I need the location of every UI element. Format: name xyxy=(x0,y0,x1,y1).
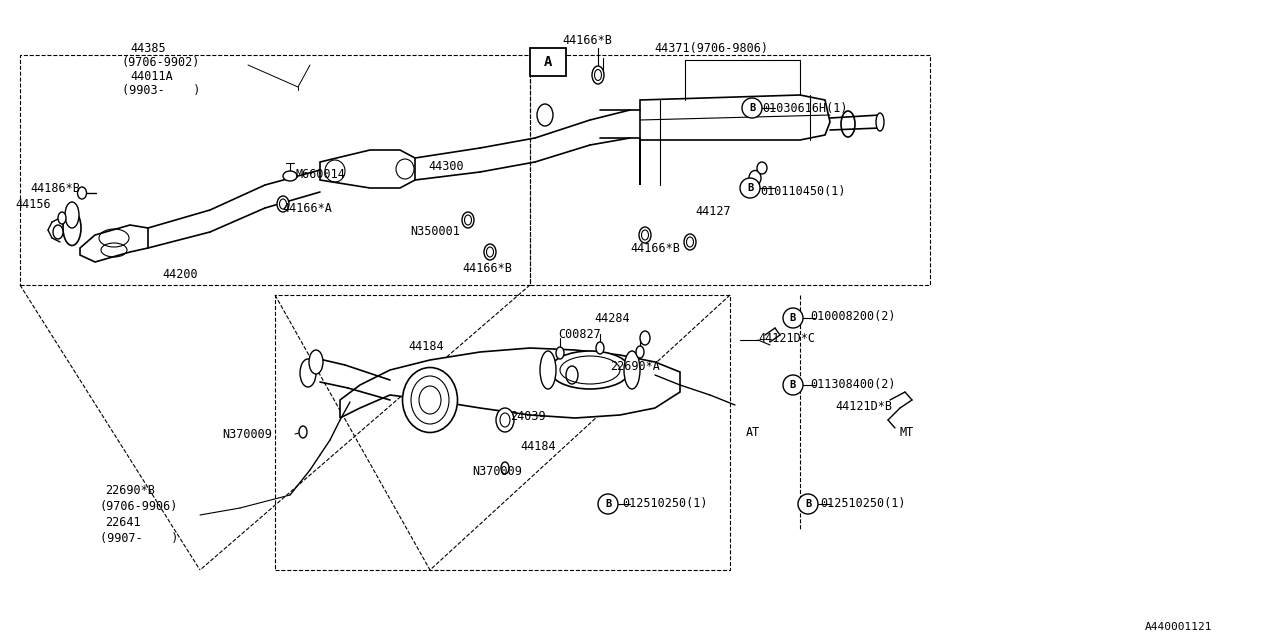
Text: N370009: N370009 xyxy=(221,428,271,441)
Ellipse shape xyxy=(300,359,316,387)
Text: A: A xyxy=(544,55,552,69)
FancyBboxPatch shape xyxy=(530,48,566,76)
Text: 44186*B: 44186*B xyxy=(29,182,79,195)
Text: 22641: 22641 xyxy=(105,516,141,529)
Text: (9903-    ): (9903- ) xyxy=(122,84,201,97)
Text: 012510250(1): 012510250(1) xyxy=(820,497,905,510)
Circle shape xyxy=(598,494,618,514)
Ellipse shape xyxy=(591,66,604,84)
Circle shape xyxy=(783,375,803,395)
Text: N370009: N370009 xyxy=(472,465,522,478)
Text: 44166*A: 44166*A xyxy=(282,202,332,215)
Text: 44011A: 44011A xyxy=(131,70,173,83)
Ellipse shape xyxy=(625,351,640,389)
Text: N350001: N350001 xyxy=(410,225,460,238)
Text: 01030616H(1): 01030616H(1) xyxy=(762,102,847,115)
Ellipse shape xyxy=(639,227,652,243)
Text: B: B xyxy=(805,499,812,509)
Text: (9907-    ): (9907- ) xyxy=(100,532,178,545)
Text: B: B xyxy=(605,499,611,509)
Ellipse shape xyxy=(640,331,650,345)
Polygon shape xyxy=(79,225,148,262)
Ellipse shape xyxy=(276,196,289,212)
Text: C00827: C00827 xyxy=(558,328,600,341)
Polygon shape xyxy=(320,150,415,188)
Ellipse shape xyxy=(63,211,81,246)
Ellipse shape xyxy=(550,351,630,389)
Polygon shape xyxy=(640,95,829,185)
Text: 012510250(1): 012510250(1) xyxy=(622,497,708,510)
Circle shape xyxy=(797,494,818,514)
Text: 010008200(2): 010008200(2) xyxy=(810,310,896,323)
Text: 44166*B: 44166*B xyxy=(562,34,612,47)
Text: 011308400(2): 011308400(2) xyxy=(810,378,896,391)
Text: (9706-9902): (9706-9902) xyxy=(122,56,201,69)
Ellipse shape xyxy=(52,225,63,239)
Ellipse shape xyxy=(756,162,767,174)
Text: A440001121: A440001121 xyxy=(1146,622,1212,632)
Text: 44166*B: 44166*B xyxy=(630,242,680,255)
Text: 44127: 44127 xyxy=(695,205,731,218)
Text: 010110450(1): 010110450(1) xyxy=(760,185,846,198)
Ellipse shape xyxy=(462,212,474,228)
Text: 44385: 44385 xyxy=(131,42,165,55)
Ellipse shape xyxy=(497,408,515,432)
Text: 44184: 44184 xyxy=(520,440,556,453)
Ellipse shape xyxy=(556,347,564,359)
Ellipse shape xyxy=(300,426,307,438)
Circle shape xyxy=(740,178,760,198)
Ellipse shape xyxy=(684,234,696,250)
Text: 24039: 24039 xyxy=(509,410,545,423)
Circle shape xyxy=(742,98,762,118)
Ellipse shape xyxy=(538,104,553,126)
Text: 44156: 44156 xyxy=(15,198,51,211)
Text: MT: MT xyxy=(900,426,914,439)
Text: 22690*A: 22690*A xyxy=(611,360,660,373)
Text: AT: AT xyxy=(746,426,760,439)
Ellipse shape xyxy=(500,462,509,474)
Text: 44200: 44200 xyxy=(163,268,197,281)
Text: M660014: M660014 xyxy=(294,168,344,181)
Ellipse shape xyxy=(484,244,497,260)
Text: 44371(9706-9806): 44371(9706-9806) xyxy=(654,42,768,55)
Ellipse shape xyxy=(58,212,67,224)
Text: 44300: 44300 xyxy=(428,160,463,173)
Ellipse shape xyxy=(283,171,297,181)
Text: B: B xyxy=(749,103,755,113)
Circle shape xyxy=(783,308,803,328)
Text: B: B xyxy=(790,313,796,323)
Ellipse shape xyxy=(749,170,762,186)
Text: 44284: 44284 xyxy=(594,312,630,325)
Text: 44121D*C: 44121D*C xyxy=(758,332,815,345)
Ellipse shape xyxy=(308,350,323,374)
Polygon shape xyxy=(340,348,680,418)
Ellipse shape xyxy=(596,342,604,354)
Text: B: B xyxy=(790,380,796,390)
Text: 44166*B: 44166*B xyxy=(462,262,512,275)
Ellipse shape xyxy=(402,367,457,433)
Ellipse shape xyxy=(636,346,644,358)
Ellipse shape xyxy=(78,187,87,199)
Text: 22690*B: 22690*B xyxy=(105,484,155,497)
Text: (9706-9906): (9706-9906) xyxy=(100,500,178,513)
Ellipse shape xyxy=(876,113,884,131)
Text: B: B xyxy=(746,183,753,193)
Text: 44121D*B: 44121D*B xyxy=(835,400,892,413)
Ellipse shape xyxy=(65,202,79,228)
Text: 44184: 44184 xyxy=(408,340,444,353)
Ellipse shape xyxy=(540,351,556,389)
